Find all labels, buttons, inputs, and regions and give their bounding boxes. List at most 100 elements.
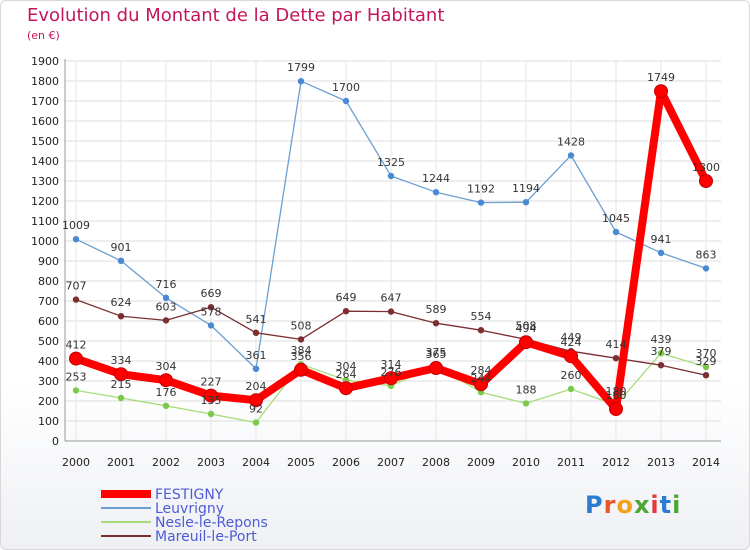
data-label: 508: [516, 319, 537, 332]
data-point: [387, 308, 395, 315]
data-point: [612, 355, 620, 362]
y-tick-label: 1900: [31, 55, 59, 68]
data-point: [252, 419, 260, 426]
data-label: 1009: [62, 219, 90, 232]
data-label: 624: [111, 296, 132, 309]
x-tick-label: 2000: [62, 456, 90, 469]
data-point: [162, 294, 170, 301]
data-label: 863: [696, 248, 717, 261]
data-point: [297, 336, 305, 343]
data-point: [249, 393, 263, 408]
data-point: [567, 152, 575, 159]
x-tick-label: 2011: [557, 456, 585, 469]
data-label: 1799: [287, 61, 315, 74]
data-label: 1325: [377, 156, 405, 169]
data-label: 603: [156, 300, 177, 313]
data-label: 160: [606, 389, 627, 402]
data-label: 647: [381, 292, 402, 305]
data-point: [162, 317, 170, 324]
data-point: [657, 249, 665, 256]
logo-letter: o: [616, 491, 634, 519]
data-label: 494: [516, 322, 537, 335]
data-point: [207, 322, 215, 329]
data-point: [117, 257, 125, 264]
data-label: 215: [111, 378, 132, 391]
axes-layer: 0 100 200 300 400 500 600 700 800 900 1000 1100 1200…: [31, 55, 721, 469]
proxiti-logo: Proxiti: [585, 491, 681, 519]
data-label: 578: [201, 305, 222, 318]
grid-layer: [65, 60, 721, 442]
x-tick-label: 2012: [602, 456, 630, 469]
data-label: 264: [336, 368, 357, 381]
data-label: 554: [471, 310, 492, 323]
y-tick-label: 1800: [31, 75, 59, 88]
data-label: 707: [66, 280, 87, 293]
x-tick-label: 2007: [377, 456, 405, 469]
data-label: 227: [201, 376, 222, 389]
data-label: 304: [336, 360, 357, 373]
data-point: [162, 402, 170, 409]
chart-title: Evolution du Montant de la Dette par Hab…: [27, 5, 445, 26]
data-point: [117, 394, 125, 402]
x-tick-label: 2005: [287, 456, 315, 469]
legend-label: FESTIGNY: [155, 487, 224, 503]
data-label: 135: [201, 394, 222, 407]
x-tick-label: 2002: [152, 456, 180, 469]
y-tick-label: 800: [38, 275, 59, 288]
data-point: [207, 304, 215, 311]
data-label: 276: [381, 366, 402, 379]
data-label: 375: [426, 346, 447, 359]
data-point: [702, 265, 710, 272]
x-tick-label: 2003: [197, 456, 225, 469]
logo-letter: t: [659, 491, 673, 519]
data-label: 424: [561, 336, 582, 349]
data-point: [339, 381, 353, 396]
data-point: [477, 199, 485, 206]
data-label: 384: [291, 344, 312, 357]
data-label: 901: [111, 241, 132, 254]
data-point: [612, 228, 620, 236]
data-label: 253: [66, 370, 87, 383]
data-label: 1194: [512, 182, 540, 195]
data-point: [702, 372, 710, 379]
data-point: [567, 385, 575, 393]
y-tick-label: 200: [38, 395, 59, 408]
x-tick-label: 2001: [107, 456, 135, 469]
logo-letter: x: [633, 491, 651, 519]
x-tick-label: 2006: [332, 456, 360, 469]
y-tick-label: 1500: [31, 135, 59, 148]
data-label: 508: [291, 319, 312, 332]
legend-label: Nesle-le-Repons: [155, 515, 268, 531]
data-label: 188: [516, 383, 537, 396]
logo-letter: i: [650, 491, 660, 519]
data-label: 244: [471, 372, 492, 385]
data-point: [342, 97, 350, 105]
data-label: 304: [156, 360, 177, 373]
data-point: [114, 367, 128, 382]
y-tick-label: 300: [38, 375, 59, 388]
y-tick-label: 100: [38, 415, 59, 428]
data-point: [69, 351, 83, 366]
data-label: 1300: [692, 161, 720, 174]
data-label: 370: [696, 347, 717, 360]
y-tick-label: 0: [52, 435, 59, 448]
data-point: [522, 199, 530, 206]
data-label: 329: [696, 355, 717, 368]
data-label: 260: [561, 369, 582, 382]
x-tick-label: 2008: [422, 456, 450, 469]
x-tick-label: 2009: [467, 456, 495, 469]
data-point: [384, 371, 398, 386]
legend: FESTIGNYLeuvrignyNesle-le-ReponsMareuil-…: [101, 487, 268, 545]
data-label: 1244: [422, 172, 450, 185]
data-point: [699, 174, 713, 188]
logo-letter: r: [603, 491, 617, 519]
data-label: 204: [246, 380, 267, 393]
data-point: [609, 402, 623, 416]
data-point: [72, 387, 80, 394]
x-tick-label: 2013: [647, 456, 675, 469]
data-point: [207, 410, 215, 418]
data-label: 356: [291, 350, 312, 363]
data-point: [522, 400, 530, 407]
